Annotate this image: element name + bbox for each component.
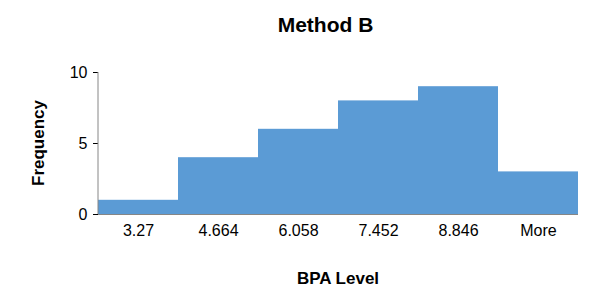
svg-text:5: 5 <box>79 135 88 152</box>
svg-text:Frequency: Frequency <box>29 99 48 186</box>
svg-text:7.452: 7.452 <box>358 222 398 239</box>
svg-text:BPA Level: BPA Level <box>297 269 379 288</box>
svg-text:8.846: 8.846 <box>438 222 478 239</box>
svg-text:3.27: 3.27 <box>123 222 154 239</box>
svg-text:More: More <box>520 222 557 239</box>
svg-text:6.058: 6.058 <box>278 222 318 239</box>
svg-text:10: 10 <box>70 64 88 81</box>
svg-text:0: 0 <box>79 206 88 223</box>
svg-text:4.664: 4.664 <box>198 222 238 239</box>
html-text:Method B: Method B <box>277 13 374 36</box>
